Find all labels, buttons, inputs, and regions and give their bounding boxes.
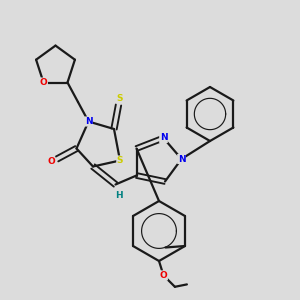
Text: N: N [85,117,92,126]
Text: H: H [115,191,122,200]
Text: O: O [47,157,55,166]
Text: N: N [160,134,167,142]
Text: N: N [178,154,185,164]
Text: O: O [160,271,167,280]
Text: S: S [117,94,123,103]
Text: O: O [40,78,47,87]
Text: S: S [117,156,123,165]
